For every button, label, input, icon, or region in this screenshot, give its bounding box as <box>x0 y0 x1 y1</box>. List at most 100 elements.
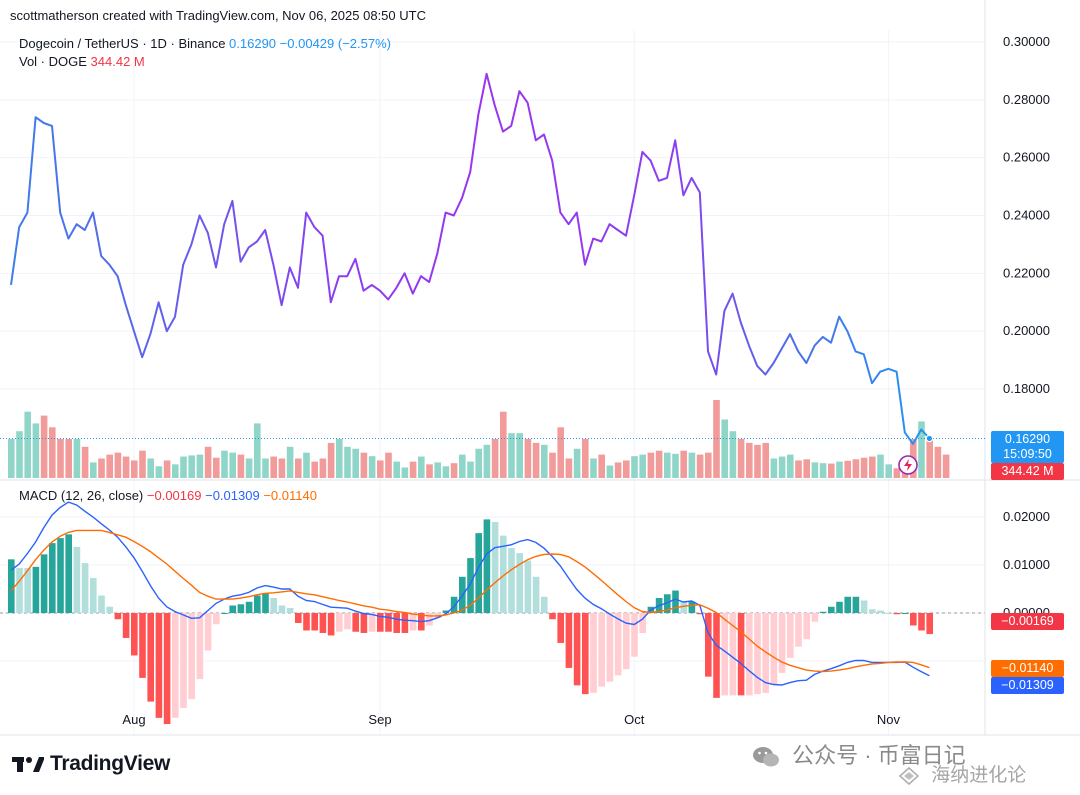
volume-bar <box>623 460 630 478</box>
macd-hist-bar <box>131 613 138 656</box>
macd-histogram <box>8 519 933 725</box>
symbol-legend[interactable]: Dogecoin / TetherUS · 1D · Binance 0.162… <box>19 36 391 51</box>
volume-bar <box>713 400 720 478</box>
macd-hist-bar <box>163 613 171 725</box>
volume-bar <box>57 439 64 478</box>
macd-hist-bar <box>147 613 154 702</box>
watermark: 公众号 · 币富日记 <box>752 738 966 770</box>
watermark-secondary: 海纳进化论 <box>898 760 1026 787</box>
volume-bar <box>664 452 671 478</box>
macd-hist-bar <box>295 613 302 623</box>
volume-legend[interactable]: Vol · DOGE 344.42 M <box>19 54 145 69</box>
volume-bar <box>606 465 614 478</box>
macd-hist-bar <box>311 613 318 631</box>
macd-hist-bar <box>860 600 868 613</box>
macd-hist-bar <box>500 535 507 613</box>
macd-hist-bar <box>204 613 212 651</box>
time-axis-label: Nov <box>877 712 901 727</box>
volume-bar <box>483 444 491 478</box>
macd-hist-bar <box>819 611 827 613</box>
volume-bar <box>541 444 548 478</box>
volume-bar <box>385 452 392 478</box>
macd-hist-bar <box>664 594 671 613</box>
volume-bar <box>811 462 819 478</box>
macd-hist-bar <box>582 613 589 695</box>
macd-hist-bar <box>286 608 294 613</box>
volume-bar <box>836 461 843 478</box>
volume-bar <box>926 439 933 478</box>
macd-hist-bar <box>901 613 909 614</box>
volume-bar <box>573 448 581 478</box>
macd-hist-bar <box>106 606 113 613</box>
volume-bar <box>639 454 646 478</box>
volume-bar <box>155 466 163 478</box>
volume-bar <box>336 439 343 478</box>
macd-line <box>10 501 930 686</box>
volume-bar <box>90 462 97 478</box>
volume-bar <box>106 454 113 478</box>
macd-hist-bar <box>303 613 310 631</box>
volume-bar <box>360 452 368 478</box>
volume-bar <box>762 442 769 478</box>
volume-bar <box>696 454 704 478</box>
flash-icon[interactable] <box>898 455 918 475</box>
last-price: 0.16290 <box>229 36 277 51</box>
macd-hist-bar <box>696 613 704 615</box>
volume-bar <box>81 446 89 478</box>
volume-bar <box>221 450 228 478</box>
volume-bar <box>131 460 138 478</box>
macd-hist-bar <box>245 601 253 613</box>
volume-bar <box>434 462 441 478</box>
macd-hist-bar <box>49 543 56 613</box>
tradingview-logo[interactable]: TradingView <box>12 752 170 776</box>
macd-legend[interactable]: MACD (12, 26, close) −0.00169 −0.01309 −… <box>19 488 317 503</box>
macd-hist-bar <box>172 613 179 718</box>
volume-bar <box>303 452 310 478</box>
macd-hist-bar <box>65 534 72 613</box>
volume-bar <box>459 454 466 478</box>
volume-bar <box>918 421 925 478</box>
volume-bar <box>377 460 384 478</box>
macd-hist-bar <box>549 613 556 620</box>
macd-hist-bar <box>877 610 884 613</box>
watermark-secondary-text: 海纳进化论 <box>931 765 1027 786</box>
volume-bar <box>442 466 450 478</box>
volume-bar <box>409 461 417 478</box>
volume-bar <box>204 446 212 478</box>
macd-hist-bar <box>672 590 679 613</box>
macd-hist-bar <box>631 613 638 657</box>
volume-bar <box>672 453 679 478</box>
price-axis-label: 0.18000 <box>1003 381 1050 396</box>
volume-bar <box>114 452 122 478</box>
macd-hist-bar <box>57 538 64 613</box>
volume-bars <box>8 400 950 478</box>
macd-hist-bar <box>606 613 614 682</box>
volume-bar <box>426 464 433 478</box>
volume-bar <box>16 431 23 478</box>
macd-hist-bar <box>811 613 819 622</box>
price-tag: 0.16290 <box>991 431 1064 448</box>
macd-hist-bar <box>262 593 269 613</box>
volume-bar <box>729 431 737 478</box>
time-axis-label: Sep <box>368 712 391 727</box>
macd-hist-bar <box>541 596 548 613</box>
macd-hist-bar <box>688 601 696 613</box>
volume-bar <box>893 468 901 478</box>
macd-hist-bar <box>450 596 458 613</box>
macd-hist-bar <box>705 613 712 677</box>
macd-hist-bar <box>483 519 491 613</box>
macd-hist-bar <box>844 596 851 613</box>
volume-bar <box>295 458 302 478</box>
price-axis-label: 0.24000 <box>1003 208 1050 223</box>
macd-hist-bar <box>737 613 745 696</box>
macd-hist-bar <box>270 598 277 613</box>
volume-bar <box>475 448 482 478</box>
macd-line-tag: −0.01309 <box>991 677 1064 694</box>
watermark-text: 公众号 · 币富日记 <box>792 743 966 768</box>
macd-hist-bar <box>377 613 384 632</box>
volume-bar <box>688 452 696 478</box>
volume-bar <box>754 444 761 478</box>
tradingview-wordmark: TradingView <box>50 752 171 775</box>
price-line <box>10 72 931 445</box>
